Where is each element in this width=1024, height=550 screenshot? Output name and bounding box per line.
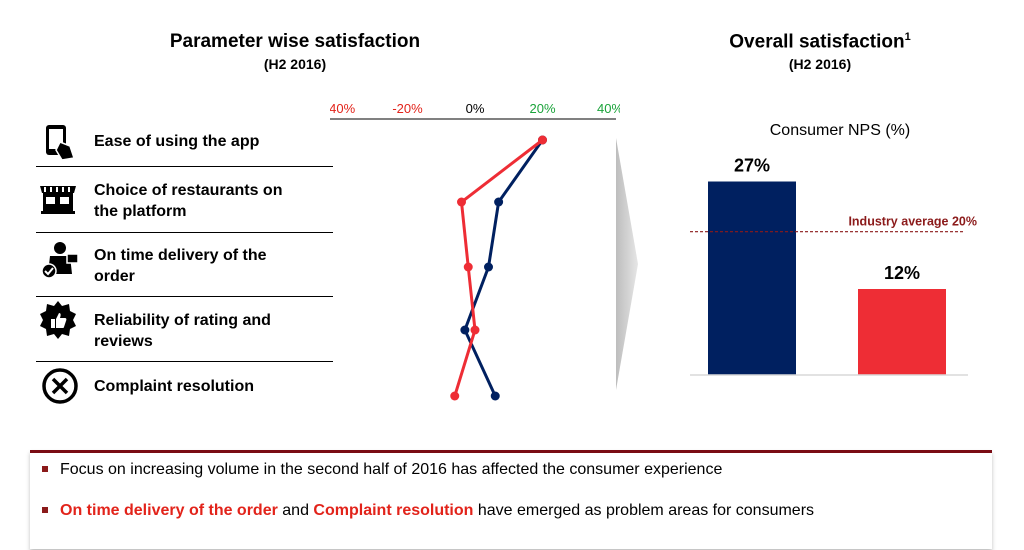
- data-point-s1-0: [538, 135, 547, 145]
- param-label-ease-of-use: Ease of using the app: [94, 131, 259, 152]
- data-point-s1-1: [457, 197, 466, 207]
- insight-box: Focus on increasing volume in the second…: [30, 450, 992, 549]
- data-point-s0-2: [484, 262, 493, 272]
- data-point-s0-3: [460, 325, 470, 335]
- param-label-line: On time delivery of the: [94, 247, 267, 264]
- row-divider: [36, 296, 333, 297]
- left-panel-subtitle: (H2 2016): [263, 56, 327, 72]
- x-tick-label: -20%: [392, 101, 423, 116]
- param-label-on-time-delivery: On time delivery of the order: [94, 245, 266, 287]
- footnote-marker: 1: [904, 31, 911, 43]
- storefront-icon: [40, 186, 76, 214]
- x-tick-label: -40%: [330, 101, 356, 116]
- industry-average-label: Industry average 20%: [848, 215, 977, 229]
- chevron-divider: [616, 138, 638, 390]
- right-panel-title-text: Overall satisfaction: [729, 31, 905, 53]
- insight-bullet-1: Focus on increasing volume in the second…: [42, 461, 722, 479]
- consumer-nps-bar-chart: 27% 12% Industry average 20%: [690, 156, 977, 376]
- right-panel-title: Overall satisfaction1: [700, 31, 940, 53]
- nps-value-label-1: 12%: [884, 263, 920, 283]
- data-point-s0-1: [494, 197, 504, 207]
- data-point-s0-4: [490, 391, 500, 401]
- param-label-line: the platform: [94, 203, 187, 220]
- nps-bar-0: [708, 181, 796, 375]
- row-divider: [36, 232, 333, 233]
- param-label-choice-of-restaurants: Choice of restaurants on the platform: [94, 180, 282, 222]
- parameter-line-chart: -40% -20% 0% 20% 40%: [330, 101, 620, 401]
- param-label-line: Reliability of rating and: [94, 312, 271, 329]
- nps-bar-1: [858, 289, 946, 375]
- param-label-line: Ease of using the app: [94, 133, 260, 150]
- x-tick-label: 20%: [529, 101, 555, 116]
- bullet-marker: [42, 466, 48, 472]
- param-label-reliability: Reliability of rating and reviews: [94, 310, 271, 352]
- left-panel-title: Parameter wise satisfaction: [169, 31, 421, 52]
- param-label-line: Choice of restaurants on: [94, 182, 283, 199]
- row-divider: [36, 166, 333, 167]
- series-line-0: [463, 139, 544, 397]
- x-tick-label: 40%: [597, 101, 620, 116]
- param-label-line: reviews: [94, 333, 153, 350]
- phone-tap-icon: [46, 125, 75, 161]
- insight-highlight-delivery: On time delivery of the order: [60, 502, 278, 519]
- delivery-person-icon: [41, 242, 79, 279]
- right-panel-subtitle: (H2 2016): [788, 56, 852, 72]
- x-tick-label: 0%: [466, 101, 485, 116]
- param-label-line: Complaint resolution: [94, 378, 254, 395]
- data-point-s1-4: [450, 391, 460, 401]
- data-point-s1-2: [463, 262, 473, 272]
- row-divider: [36, 361, 333, 362]
- insight-highlight-complaint: Complaint resolution: [313, 502, 474, 519]
- param-label-complaint-resolution: Complaint resolution: [94, 376, 254, 397]
- insight-bullet-2: On time delivery of the order and Compla…: [42, 502, 814, 520]
- consumer-nps-label: Consumer NPS (%): [769, 122, 911, 139]
- insight-text-joiner: and: [277, 502, 314, 519]
- badge-thumbs-up-icon: [40, 301, 76, 339]
- param-label-line: order: [94, 268, 135, 285]
- data-point-s1-3: [470, 325, 480, 335]
- x-circle-icon: [42, 368, 78, 404]
- insight-text-1: Focus on increasing volume in the second…: [60, 461, 723, 478]
- nps-value-label-0: 27%: [734, 156, 770, 176]
- bullet-marker: [42, 507, 48, 513]
- insight-text-2: have emerged as problem areas for consum…: [473, 502, 815, 519]
